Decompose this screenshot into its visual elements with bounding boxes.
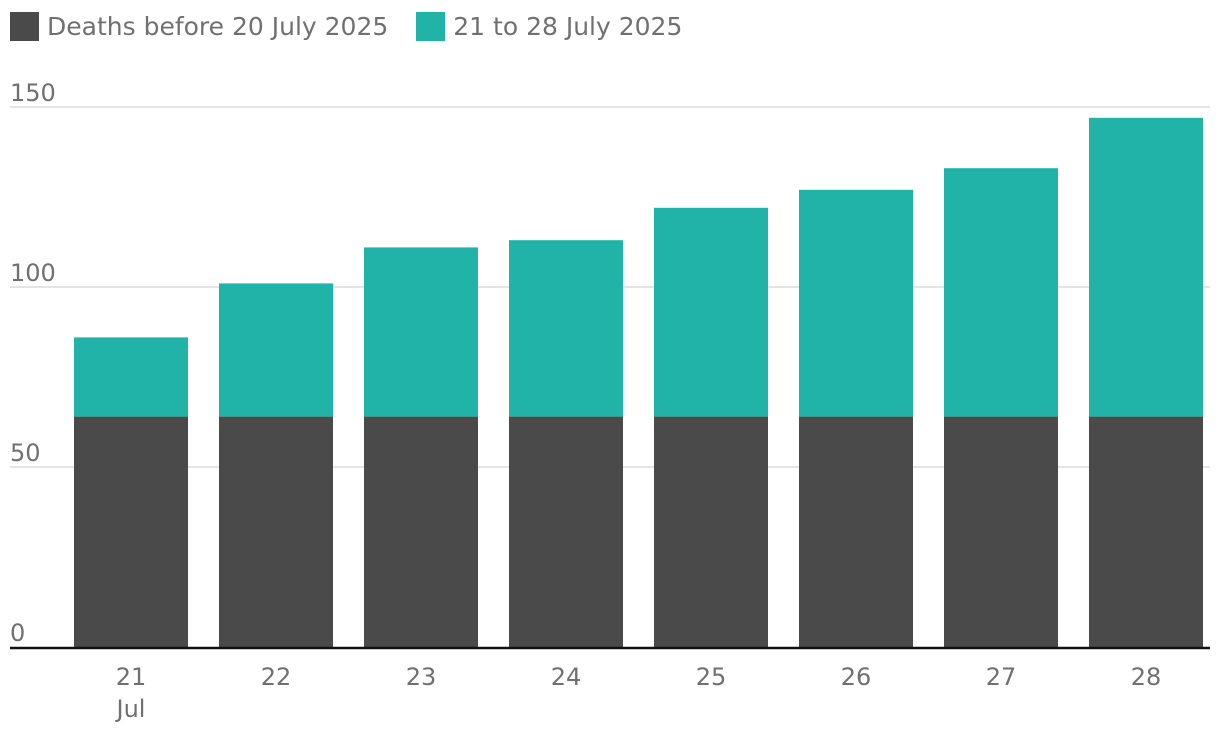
y-tick-label-100: 100 — [10, 259, 56, 287]
legend-label-recent: 21 to 28 July 2025 — [453, 12, 683, 41]
bar-recent-23 — [364, 247, 478, 417]
y-tick-label-150: 150 — [10, 79, 56, 107]
x-tick-label-28: 28 — [1131, 663, 1162, 691]
legend-label-before: Deaths before 20 July 2025 — [47, 12, 389, 41]
x-tick-label-27: 27 — [986, 663, 1017, 691]
x-tick-label-24: 24 — [551, 663, 582, 691]
legend-item-before: Deaths before 20 July 2025 — [10, 12, 388, 41]
bar-before-22 — [219, 416, 333, 647]
bar-before-21 — [74, 416, 188, 647]
bar-recent-21 — [74, 337, 188, 417]
bar-before-24 — [509, 416, 623, 647]
bar-recent-26 — [799, 189, 913, 417]
legend-swatch-before — [10, 12, 39, 41]
bar-before-27 — [944, 416, 1058, 647]
bar-recent-22 — [219, 283, 333, 417]
x-tick-label-26: 26 — [841, 663, 872, 691]
x-tick-label-25: 25 — [696, 663, 727, 691]
legend: Deaths before 20 July 2025 21 to 28 July… — [10, 12, 682, 41]
bar-before-23 — [364, 416, 478, 647]
bar-recent-24 — [509, 240, 623, 417]
legend-item-recent: 21 to 28 July 2025 — [416, 12, 682, 41]
bar-recent-27 — [944, 168, 1058, 417]
y-tick-label-0: 0 — [10, 619, 25, 647]
bar-recent-28 — [1089, 117, 1203, 417]
bar-before-28 — [1089, 416, 1203, 647]
legend-swatch-recent — [416, 12, 446, 41]
x-tick-label-21: 21 — [116, 663, 147, 691]
bar-before-25 — [654, 416, 768, 647]
x-tick-label-22: 22 — [261, 663, 292, 691]
x-tick-label-23: 23 — [406, 663, 437, 691]
bar-before-26 — [799, 416, 913, 647]
y-tick-label-50: 50 — [10, 439, 41, 467]
x-tick-sublabel-month: Jul — [115, 695, 146, 723]
bar-recent-25 — [654, 207, 768, 417]
